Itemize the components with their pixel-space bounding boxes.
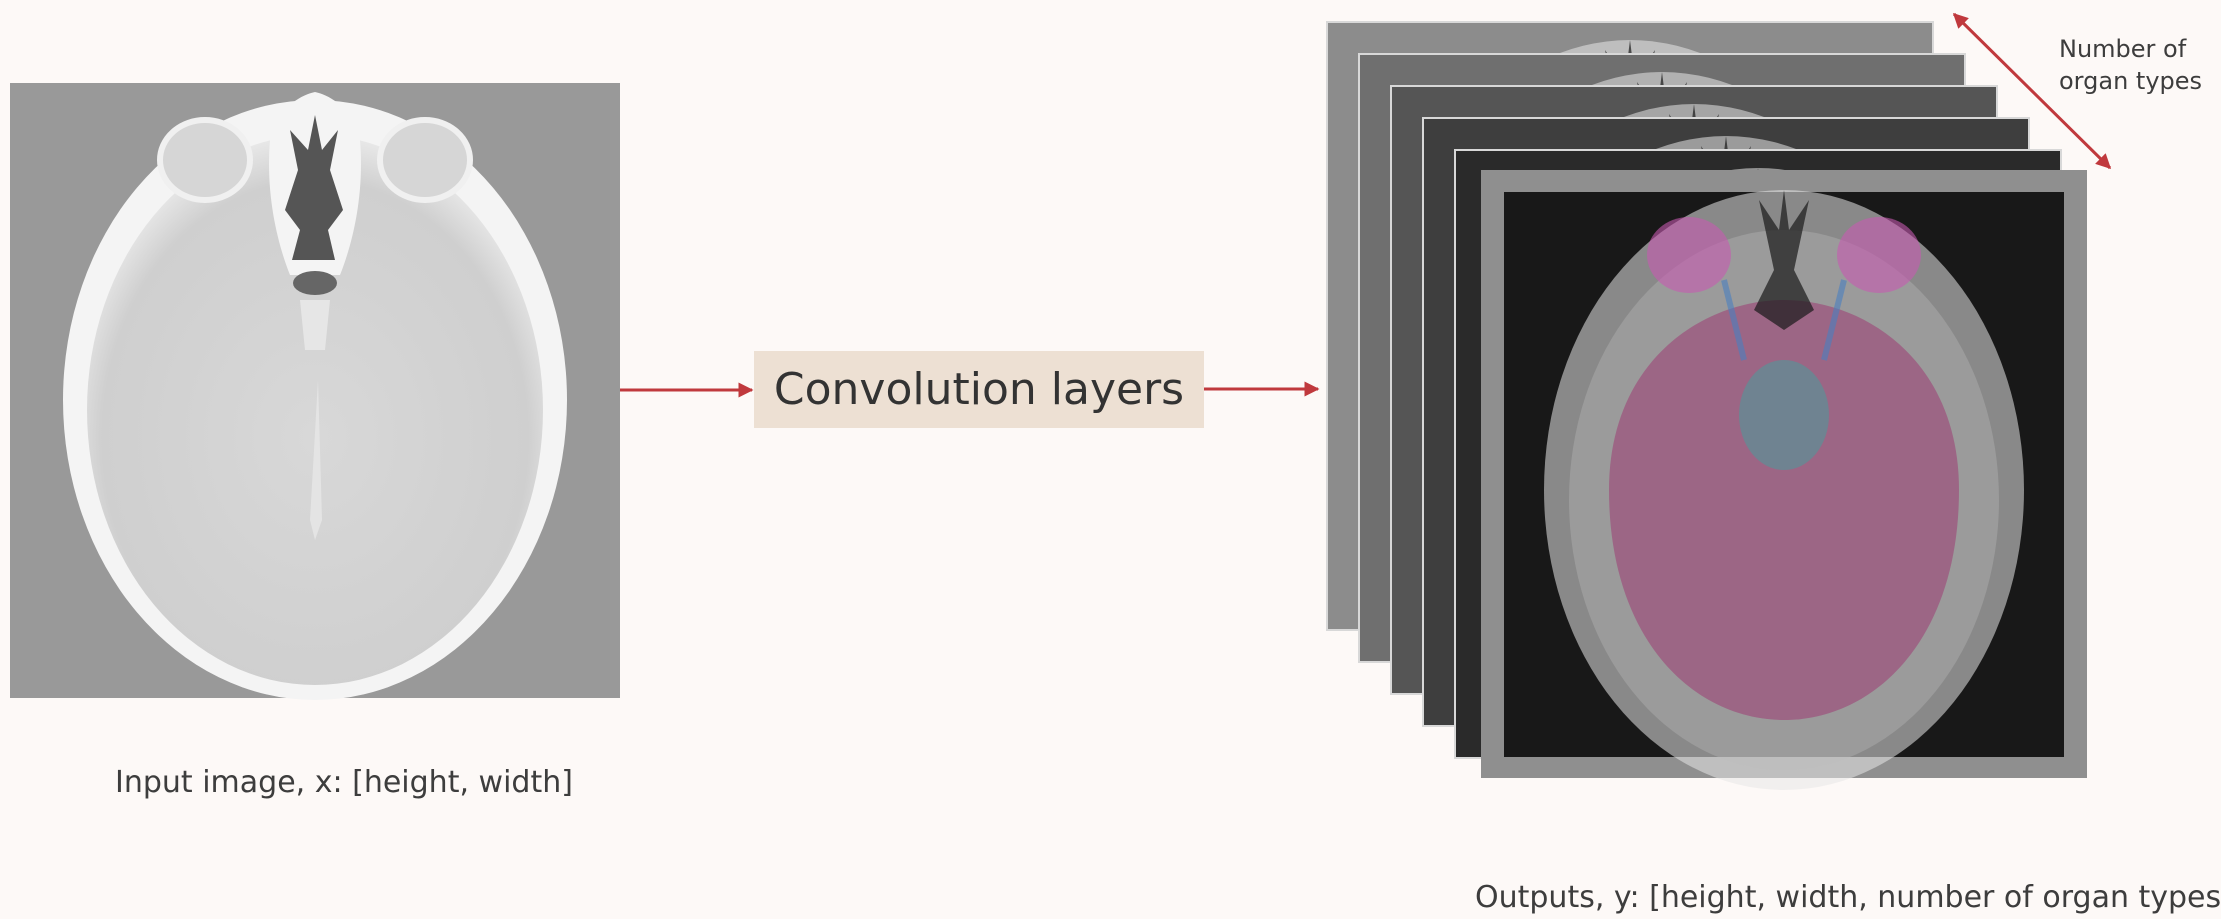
depth-caption: Number of organ types: [2059, 35, 2203, 95]
input-image-caption: Input image, x: [height, width]: [115, 765, 573, 800]
output-stack: [1326, 21, 2087, 790]
input-image: [10, 83, 620, 700]
outputs-caption: Outputs, y: [height, width, number of or…: [1475, 880, 2221, 915]
convolution-layers-label: Convolution layers: [773, 364, 1185, 415]
depth-arrow: [1952, 12, 2112, 170]
convolution-layers-box: Convolution layers: [754, 351, 1204, 428]
output-layer: [1481, 170, 2087, 790]
